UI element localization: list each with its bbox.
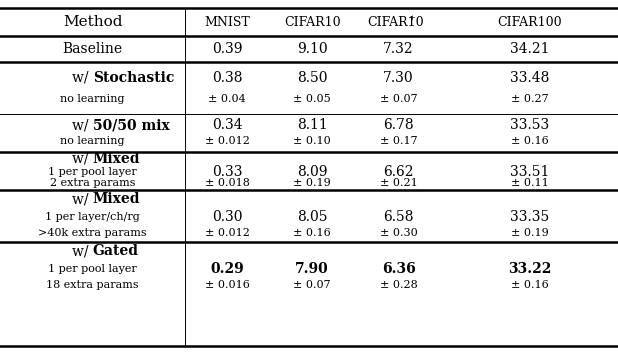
Text: ± 0.19: ± 0.19 bbox=[511, 228, 549, 238]
Text: CIFAR10: CIFAR10 bbox=[367, 15, 424, 29]
Text: Stochastic: Stochastic bbox=[93, 71, 174, 84]
Text: 2 extra params: 2 extra params bbox=[50, 178, 135, 188]
Text: 6.62: 6.62 bbox=[383, 165, 414, 179]
Text: ± 0.16: ± 0.16 bbox=[511, 136, 549, 146]
Text: ± 0.11: ± 0.11 bbox=[511, 178, 549, 188]
Text: 8.05: 8.05 bbox=[297, 210, 328, 224]
Text: ± 0.28: ± 0.28 bbox=[379, 280, 418, 290]
Text: no learning: no learning bbox=[61, 136, 125, 146]
Text: ± 0.16: ± 0.16 bbox=[293, 228, 331, 238]
Text: 0.30: 0.30 bbox=[212, 210, 242, 224]
Text: 0.38: 0.38 bbox=[212, 71, 242, 84]
Text: 8.09: 8.09 bbox=[297, 165, 328, 179]
Text: w/: w/ bbox=[72, 71, 93, 84]
Text: +: + bbox=[408, 14, 415, 22]
Text: ± 0.16: ± 0.16 bbox=[511, 280, 549, 290]
Text: ± 0.018: ± 0.018 bbox=[205, 178, 250, 188]
Text: ± 0.04: ± 0.04 bbox=[208, 95, 246, 105]
Text: 33.48: 33.48 bbox=[510, 71, 549, 84]
Text: 6.78: 6.78 bbox=[383, 118, 414, 132]
Text: 1 per pool layer: 1 per pool layer bbox=[48, 167, 137, 177]
Text: 33.22: 33.22 bbox=[508, 262, 552, 276]
Text: CIFAR100: CIFAR100 bbox=[497, 15, 562, 29]
Text: ± 0.012: ± 0.012 bbox=[205, 136, 250, 146]
Text: Gated: Gated bbox=[93, 245, 138, 258]
Text: 7.30: 7.30 bbox=[383, 71, 414, 84]
Text: ± 0.012: ± 0.012 bbox=[205, 228, 250, 238]
Text: w/: w/ bbox=[72, 152, 93, 166]
Text: 6.36: 6.36 bbox=[382, 262, 415, 276]
Text: ± 0.17: ± 0.17 bbox=[380, 136, 417, 146]
Text: MNIST: MNIST bbox=[204, 15, 250, 29]
Text: 50/50 mix: 50/50 mix bbox=[93, 118, 169, 132]
Text: 7.90: 7.90 bbox=[295, 262, 329, 276]
Text: 1 per pool layer: 1 per pool layer bbox=[48, 264, 137, 274]
Text: 8.50: 8.50 bbox=[297, 71, 328, 84]
Text: 7.32: 7.32 bbox=[383, 42, 414, 56]
Text: ± 0.19: ± 0.19 bbox=[293, 178, 331, 188]
Text: CIFAR10: CIFAR10 bbox=[284, 15, 341, 29]
Text: 1 per layer/ch/rg: 1 per layer/ch/rg bbox=[45, 212, 140, 222]
Text: 33.35: 33.35 bbox=[510, 210, 549, 224]
Text: 34.21: 34.21 bbox=[510, 42, 549, 56]
Text: ± 0.21: ± 0.21 bbox=[379, 178, 418, 188]
Text: 33.53: 33.53 bbox=[510, 118, 549, 132]
Text: w/: w/ bbox=[72, 118, 93, 132]
Text: ± 0.10: ± 0.10 bbox=[293, 136, 331, 146]
Text: Mixed: Mixed bbox=[93, 152, 140, 166]
Text: 33.51: 33.51 bbox=[510, 165, 549, 179]
Text: no learning: no learning bbox=[61, 95, 125, 105]
Text: >40k extra params: >40k extra params bbox=[38, 228, 147, 238]
Text: 0.29: 0.29 bbox=[210, 262, 244, 276]
Text: ± 0.07: ± 0.07 bbox=[294, 280, 331, 290]
Text: 0.39: 0.39 bbox=[212, 42, 242, 56]
Text: Baseline: Baseline bbox=[62, 42, 123, 56]
Text: 18 extra params: 18 extra params bbox=[46, 280, 139, 290]
Text: w/: w/ bbox=[72, 245, 93, 258]
Text: 0.34: 0.34 bbox=[212, 118, 242, 132]
Text: 8.11: 8.11 bbox=[297, 118, 328, 132]
Text: ± 0.07: ± 0.07 bbox=[380, 95, 417, 105]
Text: w/: w/ bbox=[72, 192, 93, 206]
Text: 9.10: 9.10 bbox=[297, 42, 328, 56]
Text: ± 0.016: ± 0.016 bbox=[205, 280, 250, 290]
Text: ± 0.30: ± 0.30 bbox=[379, 228, 418, 238]
Text: Method: Method bbox=[63, 15, 122, 29]
Text: Mixed: Mixed bbox=[93, 192, 140, 206]
Text: ± 0.05: ± 0.05 bbox=[293, 95, 331, 105]
Text: 6.58: 6.58 bbox=[383, 210, 414, 224]
Text: ± 0.27: ± 0.27 bbox=[511, 95, 549, 105]
Text: 0.33: 0.33 bbox=[212, 165, 242, 179]
